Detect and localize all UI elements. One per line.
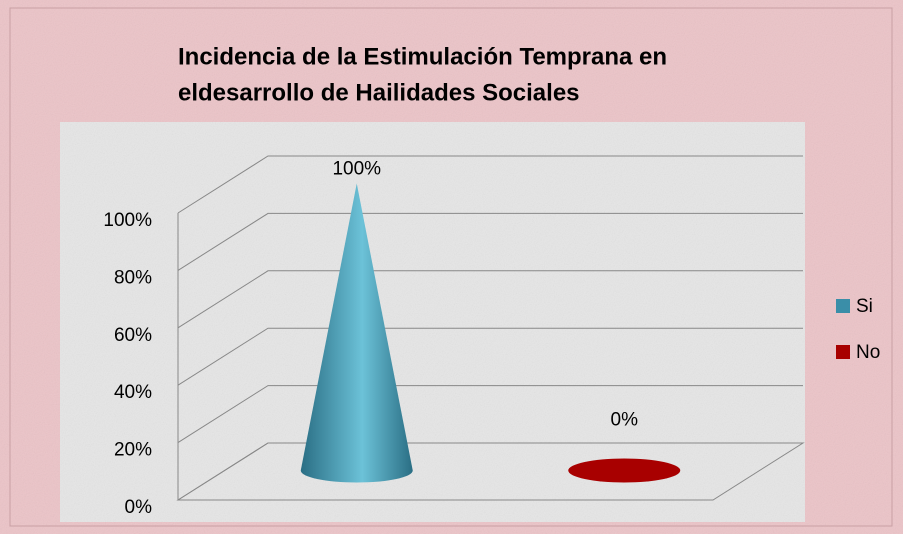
grid-line — [177, 270, 803, 329]
y-tick-label: 40% — [114, 382, 152, 403]
grid-line — [177, 155, 803, 214]
grid-line — [177, 212, 803, 271]
legend-label: No — [856, 342, 880, 363]
y-tick-label: 0% — [125, 497, 153, 518]
legend-swatch — [836, 345, 850, 359]
grid-line — [177, 385, 803, 444]
frame — [9, 7, 893, 527]
chart-title: eldesarrollo de Hailidades Sociales — [178, 79, 580, 106]
data-label: 0% — [611, 410, 639, 431]
cone — [300, 183, 413, 483]
cone — [568, 458, 681, 483]
data-label: 100% — [332, 159, 381, 180]
y-tick-label: 80% — [114, 267, 152, 288]
y-tick-label: 100% — [103, 210, 152, 231]
legend-label: Si — [856, 296, 873, 317]
grid-line — [177, 442, 803, 501]
grid-line — [177, 327, 803, 386]
plot-texture — [60, 122, 805, 522]
chart-title: Incidencia de la Estimulación Temprana e… — [178, 43, 667, 70]
y-tick-label: 60% — [114, 325, 152, 346]
legend-swatch — [836, 299, 850, 313]
y-tick-label: 20% — [114, 440, 152, 461]
